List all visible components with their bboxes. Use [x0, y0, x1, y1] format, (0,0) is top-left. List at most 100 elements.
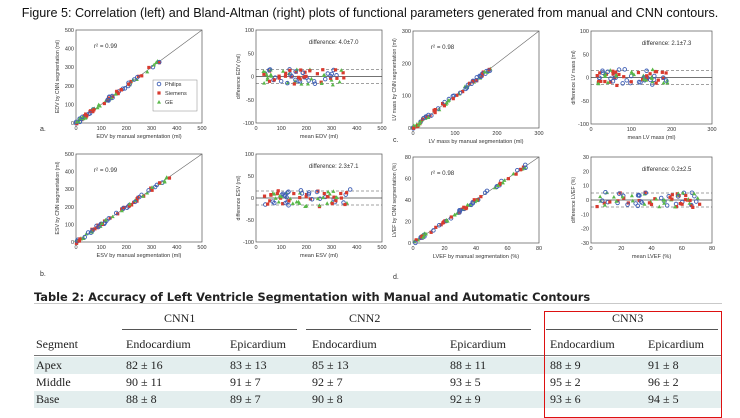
y-tick-label: 80: [405, 155, 411, 161]
col-header-cnn2-endo: Endocardium: [312, 337, 377, 351]
y-tick-label: -100: [243, 121, 254, 127]
data-point: [322, 73, 327, 77]
data-point: [107, 94, 112, 99]
y-tick-label: 50: [248, 51, 254, 57]
data-point: [277, 76, 281, 80]
data-point: [298, 77, 302, 81]
data-point: [611, 69, 615, 73]
x-tick-label: 400: [172, 126, 181, 132]
data-point: [147, 65, 151, 70]
difference-annotation: difference: 2.3±7.1: [309, 164, 359, 170]
data-point: [262, 194, 267, 198]
legend-marker: [156, 81, 162, 87]
data-point: [135, 74, 140, 80]
x-tick-label: 400: [172, 245, 181, 251]
data-point: [264, 72, 269, 77]
data-point: [262, 72, 266, 76]
data-point: [644, 68, 649, 74]
data-point: [113, 91, 118, 96]
data-point: [636, 70, 641, 75]
y-tick-label: 100: [245, 152, 254, 158]
data-point: [629, 70, 634, 75]
data-point: [457, 208, 463, 213]
data-point: [596, 81, 601, 86]
cell-cnn2-endo: 92 ± 7: [312, 375, 343, 389]
data-point: [277, 74, 281, 78]
cell-cnn1-endo: 88 ± 8: [126, 392, 157, 406]
y-axis-label: LV mass by CNN segmentation (ml): [392, 38, 398, 121]
data-point: [461, 90, 465, 94]
data-point: [91, 228, 95, 232]
data-point: [421, 115, 426, 121]
y-tick-label: 0: [408, 241, 411, 247]
data-point: [332, 195, 336, 199]
cell-segment: Base: [36, 392, 60, 406]
x-tick-label: 80: [536, 246, 542, 252]
data-point: [647, 201, 652, 205]
data-point: [653, 197, 657, 201]
data-point: [411, 126, 416, 130]
y-tick-label: 0: [586, 198, 589, 204]
data-point: [441, 221, 445, 225]
data-point: [275, 192, 279, 196]
data-point: [624, 78, 629, 83]
data-point: [636, 192, 642, 198]
table-top-rule: [34, 303, 722, 304]
data-point: [463, 86, 469, 92]
cell-cnn3-endo: 95 ± 2: [550, 375, 581, 389]
data-point: [106, 216, 112, 221]
data-point: [334, 195, 339, 200]
data-point: [319, 80, 323, 84]
data-point: [297, 201, 302, 205]
data-point: [426, 115, 431, 119]
data-point: [423, 231, 428, 236]
data-point: [294, 199, 299, 204]
y-tick-label: 100: [402, 94, 411, 100]
data-point: [629, 80, 633, 84]
x-tick-label: 0: [589, 246, 592, 252]
data-point: [311, 79, 317, 84]
x-axis-label: mean EDV (ml): [300, 134, 338, 140]
data-point: [662, 198, 667, 202]
data-point: [82, 234, 87, 240]
data-point: [85, 114, 89, 118]
data-point: [314, 189, 320, 195]
data-point: [132, 199, 138, 205]
data-point: [695, 196, 700, 200]
data-point: [145, 69, 150, 74]
x-tick-label: 200: [302, 126, 311, 132]
data-point: [615, 83, 619, 88]
data-point: [625, 202, 630, 207]
data-point: [673, 204, 678, 209]
y-tick-label: 0: [251, 75, 254, 81]
cell-cnn1-endo: 82 ± 16: [126, 358, 163, 372]
row-shade-apex: [34, 357, 722, 374]
data-point: [343, 202, 347, 207]
data-point: [298, 195, 302, 200]
data-point: [616, 191, 622, 196]
data-point: [87, 111, 93, 116]
y-tick-label: -20: [581, 227, 589, 233]
cell-cnn2-endo: 90 ± 8: [312, 392, 343, 406]
group-cnn3: CNN3: [612, 311, 644, 325]
y-tick-label: -10: [581, 212, 589, 218]
y-tick-label: 200: [65, 205, 74, 211]
data-point: [472, 198, 476, 202]
x-axis-label: mean ESV (ml): [300, 253, 338, 259]
difference-annotation: difference: 2.1±7.3: [642, 41, 692, 47]
data-point: [618, 191, 622, 195]
data-point: [602, 201, 606, 205]
table-caption: Table 2: Accuracy of Left Ventricle Segm…: [34, 290, 591, 304]
data-point: [167, 176, 172, 180]
data-point: [609, 80, 613, 84]
data-point: [325, 201, 330, 205]
x-axis-label: mean LV mass (ml): [627, 135, 675, 141]
data-point: [93, 227, 97, 231]
y-tick-label: 100: [245, 28, 254, 34]
data-point: [688, 198, 692, 203]
panel-4: d. 0 20 40 60 80 0 20 40 60 80 LVEF by manual segme…: [392, 155, 715, 281]
data-point: [614, 70, 618, 74]
cell-segment: Middle: [36, 375, 71, 389]
x-tick-label: 20: [618, 246, 624, 252]
